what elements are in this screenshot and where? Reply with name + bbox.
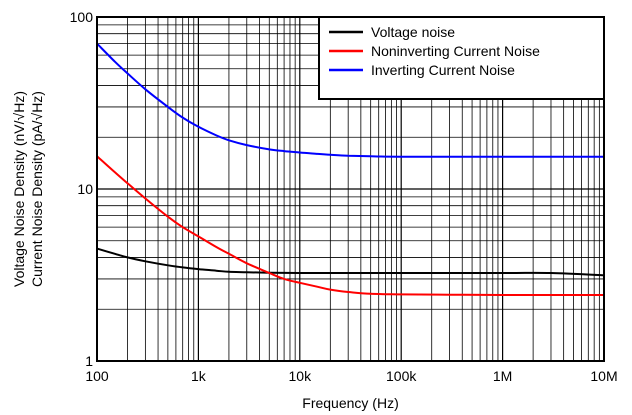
legend-label: Noninverting Current Noise <box>371 43 540 59</box>
x-axis-label: Frequency (Hz) <box>302 395 398 411</box>
y-axis-label-current: Current Noise Density (pA/√Hz) <box>29 91 45 287</box>
series-line-0 <box>96 247 605 277</box>
series-lines <box>96 42 605 296</box>
legend-label: Inverting Current Noise <box>371 62 515 78</box>
series-line-1 <box>96 155 604 296</box>
x-tick-label: 100k <box>386 368 417 384</box>
x-tick-labels: 100 1k 10k 100k 1M 10M <box>85 368 617 384</box>
x-tick-label: 1M <box>493 368 512 384</box>
grid-lines <box>97 17 604 361</box>
series-line-2 <box>96 42 604 158</box>
x-tick-label: 100 <box>85 368 109 384</box>
legend: Voltage noise Noninverting Current Noise I… <box>318 16 605 100</box>
legend-label: Voltage noise <box>371 24 455 40</box>
y-tick-label: 100 <box>70 9 94 25</box>
y-tick-labels: 1 10 100 <box>70 9 94 369</box>
legend-box <box>318 16 605 100</box>
y-tick-label: 1 <box>85 353 93 369</box>
x-tick-label: 10M <box>590 368 617 384</box>
x-tick-label: 10k <box>289 368 313 384</box>
y-axis-label-voltage: Voltage Noise Density (nV/√Hz) <box>11 91 27 287</box>
y-tick-label: 10 <box>77 181 93 197</box>
x-tick-label: 1k <box>191 368 207 384</box>
